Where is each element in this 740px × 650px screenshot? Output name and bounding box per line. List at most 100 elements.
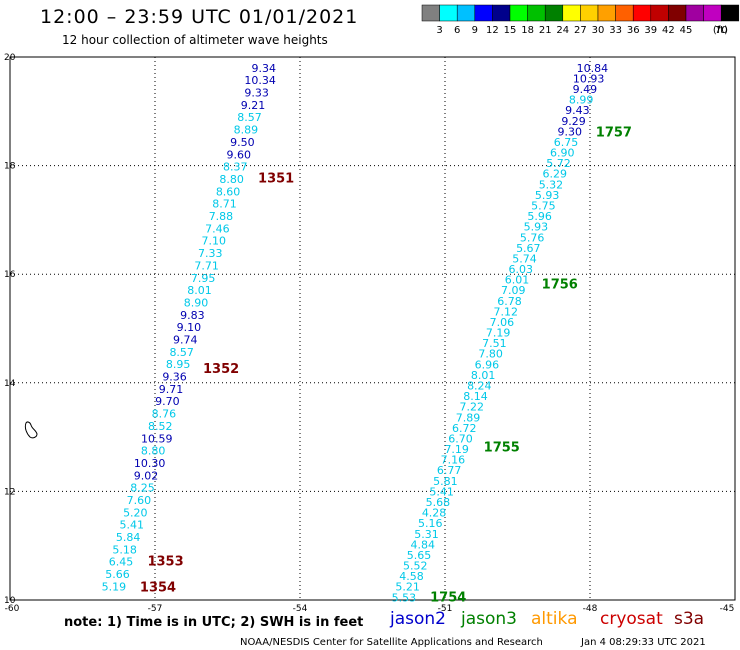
wave-height-label: 8.60 bbox=[216, 185, 241, 198]
wave-height-label: 5.41 bbox=[429, 485, 454, 498]
scale-tick-label: 45 bbox=[680, 25, 693, 36]
scale-tick-label: 24 bbox=[556, 25, 569, 36]
wave-height-label: 7.88 bbox=[209, 210, 234, 223]
wave-height-label: 8.57 bbox=[169, 346, 194, 359]
scale-tick-label: 33 bbox=[609, 25, 622, 36]
wave-height-label: 5.76 bbox=[520, 231, 545, 244]
wave-height-label: 9.21 bbox=[241, 99, 266, 112]
scale-swatch bbox=[509, 4, 528, 22]
scale-swatch bbox=[632, 4, 652, 22]
chart-footer: note: 1) Time is in UTC; 2) SWH is in fe… bbox=[64, 609, 706, 648]
wave-height-label: 6.96 bbox=[475, 358, 500, 371]
wave-height-label: 7.51 bbox=[482, 337, 507, 350]
wave-height-label: 9.74 bbox=[173, 333, 198, 346]
wave-height-label: 7.89 bbox=[456, 411, 481, 424]
time-label: 1755 bbox=[484, 440, 520, 455]
scale-swatch bbox=[668, 4, 687, 22]
wave-height-label: 7.95 bbox=[191, 272, 216, 285]
scale-tick-label: 70 bbox=[715, 25, 728, 36]
scale-tick-label: 39 bbox=[644, 25, 657, 36]
scale-swatch bbox=[615, 4, 634, 22]
wave-height-label: 7.09 bbox=[501, 284, 526, 297]
wave-height-label: 9.02 bbox=[134, 469, 159, 482]
legend-jason3: jason3 bbox=[460, 609, 517, 629]
land-outline bbox=[24, 421, 38, 439]
scale-swatch bbox=[580, 4, 599, 22]
wave-height-label: 7.19 bbox=[486, 327, 511, 340]
wave-height-label: 10.84 bbox=[577, 62, 609, 75]
scale-swatch bbox=[492, 4, 511, 22]
wave-height-label: 5.21 bbox=[395, 581, 420, 594]
scale-swatch bbox=[703, 4, 722, 22]
scale-swatch bbox=[456, 4, 476, 22]
footer-note: note: 1) Time is in UTC; 2) SWH is in fe… bbox=[64, 615, 363, 630]
legend-jason2: jason2 bbox=[389, 609, 446, 629]
wave-height-label: 9.60 bbox=[227, 148, 252, 161]
wave-height-label: 8.71 bbox=[212, 198, 237, 211]
track-jason3: 10.8410.939.498.999.439.299.306.756.905.… bbox=[392, 62, 632, 606]
wave-height-label: 5.67 bbox=[516, 242, 541, 255]
scale-swatch bbox=[474, 4, 493, 22]
wave-height-label: 9.10 bbox=[177, 321, 202, 334]
x-tick-label: -51 bbox=[438, 604, 453, 614]
y-tick-label: 20 bbox=[4, 53, 16, 63]
footer-timestamp: Jan 4 08:29:33 UTC 2021 bbox=[580, 637, 706, 648]
scale-swatch bbox=[421, 4, 440, 22]
wave-height-label: 5.52 bbox=[403, 560, 428, 573]
y-tick-label: 10 bbox=[4, 596, 16, 606]
wave-height-label: 8.01 bbox=[187, 284, 212, 297]
wave-height-label: 8.90 bbox=[184, 296, 209, 309]
wave-height-label: 7.80 bbox=[478, 348, 503, 361]
wave-height-label: 9.50 bbox=[230, 136, 255, 149]
y-tick-label: 18 bbox=[4, 162, 16, 172]
wave-height-label: 10.30 bbox=[134, 457, 166, 470]
wave-height-label: 7.60 bbox=[127, 494, 152, 507]
wave-height-label: 9.36 bbox=[162, 371, 187, 384]
wave-height-label: 10.34 bbox=[244, 74, 276, 87]
wave-height-label: 5.19 bbox=[102, 580, 127, 593]
wave-height-label: 5.68 bbox=[426, 496, 451, 509]
time-label: 1756 bbox=[542, 277, 578, 292]
wave-height-label: 10.93 bbox=[573, 72, 605, 85]
wave-height-label: 7.10 bbox=[202, 235, 227, 248]
wave-height-label: 5.72 bbox=[546, 157, 571, 170]
wave-height-label: 5.41 bbox=[120, 519, 145, 532]
wave-height-label: 5.84 bbox=[116, 531, 141, 544]
scale-tick-label: 21 bbox=[539, 25, 552, 36]
y-tick-label: 14 bbox=[4, 379, 16, 389]
x-tick-label: -57 bbox=[148, 604, 163, 614]
scale-swatch bbox=[527, 4, 546, 22]
wave-height-label: 8.57 bbox=[237, 111, 262, 124]
wave-height-label: 9.71 bbox=[159, 383, 184, 396]
chart-marks: 9.3410.349.339.218.578.899.509.608.378.8… bbox=[102, 62, 632, 606]
time-label: 1354 bbox=[140, 580, 176, 595]
wave-height-label: 9.43 bbox=[565, 104, 590, 117]
wave-height-label: 9.70 bbox=[155, 395, 180, 408]
scale-swatch bbox=[544, 4, 564, 22]
wave-height-label: 5.18 bbox=[112, 543, 137, 556]
wave-height-label: 5.66 bbox=[105, 568, 130, 581]
x-tick-label: -45 bbox=[720, 604, 735, 614]
footer-credit: NOAA/NESDIS Center for Satellite Applica… bbox=[240, 637, 543, 648]
wave-height-label: 5.93 bbox=[535, 189, 560, 202]
page-title: 12:00 – 23:59 UTC 01/01/2021 bbox=[40, 6, 359, 28]
y-tick-label: 16 bbox=[4, 270, 16, 280]
wave-height-label: 7.22 bbox=[460, 401, 485, 414]
wave-height-label: 5.65 bbox=[407, 549, 432, 562]
wave-height-label: 9.29 bbox=[561, 115, 586, 128]
wave-height-label: 6.78 bbox=[497, 295, 522, 308]
chart-grid bbox=[9, 56, 736, 601]
wave-height-label: 5.53 bbox=[392, 591, 417, 604]
wave-height-label: 6.90 bbox=[550, 147, 575, 160]
wave-height-label: 4.58 bbox=[399, 570, 424, 583]
wave-height-label: 6.29 bbox=[542, 168, 567, 181]
wave-height-label: 5.93 bbox=[524, 221, 549, 234]
scale-tick-label: 15 bbox=[504, 25, 517, 36]
x-tick-label: -54 bbox=[293, 604, 308, 614]
wave-height-label: 10.59 bbox=[141, 432, 173, 445]
wave-height-label: 9.34 bbox=[252, 62, 277, 75]
wave-height-label: 8.99 bbox=[569, 94, 594, 107]
wave-height-label: 8.89 bbox=[234, 124, 259, 137]
wave-height-label: 7.06 bbox=[490, 316, 515, 329]
wave-height-label: 8.01 bbox=[471, 369, 496, 382]
